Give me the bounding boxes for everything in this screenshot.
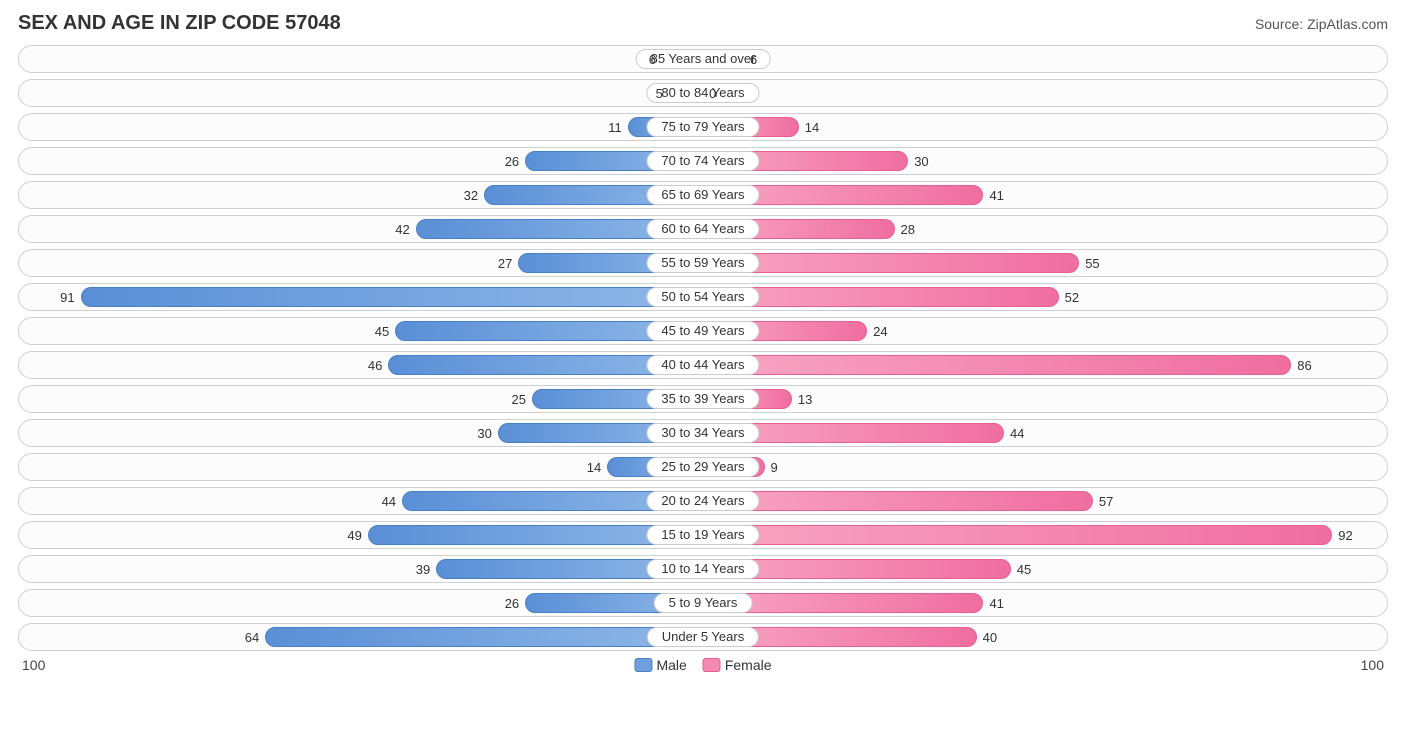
bar-male [265,627,703,647]
axis-max-right: 100 [1361,657,1384,673]
value-female: 13 [798,386,812,414]
age-group-label: 40 to 44 Years [646,355,759,375]
age-group-label: 65 to 69 Years [646,185,759,205]
value-female: 28 [901,216,915,244]
swatch-male-icon [634,658,652,672]
value-female: 0 [709,80,716,108]
pyramid-row: 30 to 34 Years 30 44 [18,419,1388,447]
age-group-label: 80 to 84 Years [646,83,759,103]
bar-female [703,491,1093,511]
pyramid-row: 55 to 59 Years 27 55 [18,249,1388,277]
pyramid-row: 25 to 29 Years 14 9 [18,453,1388,481]
value-female: 6 [750,46,757,74]
pyramid-row: 40 to 44 Years 46 86 [18,351,1388,379]
value-male: 45 [375,318,389,346]
value-male: 14 [587,454,601,482]
age-group-label: 75 to 79 Years [646,117,759,137]
value-female: 41 [989,182,1003,210]
bar-male [81,287,703,307]
value-female: 92 [1338,522,1352,550]
value-male: 6 [649,46,656,74]
value-male: 49 [347,522,361,550]
pyramid-row: 20 to 24 Years 44 57 [18,487,1388,515]
value-male: 32 [464,182,478,210]
chart-title: SEX AND AGE IN ZIP CODE 57048 [18,12,341,35]
value-female: 14 [805,114,819,142]
pyramid-row: 80 to 84 Years5 0 [18,79,1388,107]
age-group-label: 60 to 64 Years [646,219,759,239]
chart-source: Source: ZipAtlas.com [1255,16,1388,32]
value-male: 42 [395,216,409,244]
bar-female [703,355,1291,375]
age-group-label: 20 to 24 Years [646,491,759,511]
axis-max-left: 100 [22,657,45,673]
age-group-label: 35 to 39 Years [646,389,759,409]
value-female: 40 [983,624,997,652]
legend-female-label: Female [725,657,772,673]
value-female: 24 [873,318,887,346]
value-male: 64 [245,624,259,652]
value-female: 44 [1010,420,1024,448]
chart-footer: 100 Male Female 100 [18,657,1388,683]
value-male: 44 [382,488,396,516]
age-group-label: 55 to 59 Years [646,253,759,273]
age-group-label: 25 to 29 Years [646,457,759,477]
pyramid-row: 5 to 9 Years 26 41 [18,589,1388,617]
value-female: 30 [914,148,928,176]
age-group-label: 50 to 54 Years [646,287,759,307]
pyramid-row: 10 to 14 Years 39 45 [18,555,1388,583]
value-female: 41 [989,590,1003,618]
value-male: 26 [505,590,519,618]
value-male: 26 [505,148,519,176]
age-group-label: 45 to 49 Years [646,321,759,341]
pyramid-row: 15 to 19 Years 49 92 [18,521,1388,549]
age-group-label: 5 to 9 Years [654,593,753,613]
value-female: 52 [1065,284,1079,312]
chart-legend: Male Female [634,657,771,673]
value-female: 86 [1297,352,1311,380]
pyramid-row: 85 Years and over66 [18,45,1388,73]
value-male: 11 [608,114,622,142]
pyramid-row: 60 to 64 Years 42 28 [18,215,1388,243]
value-male: 25 [512,386,526,414]
value-male: 46 [368,352,382,380]
value-female: 55 [1085,250,1099,278]
value-female: 45 [1017,556,1031,584]
value-male: 91 [60,284,74,312]
value-male: 27 [498,250,512,278]
bar-female [703,525,1332,545]
value-female: 9 [771,454,778,482]
legend-female: Female [703,657,772,673]
value-male: 5 [656,80,663,108]
age-group-label: 30 to 34 Years [646,423,759,443]
legend-male: Male [634,657,686,673]
value-male: 30 [477,420,491,448]
age-group-label: Under 5 Years [647,627,759,647]
pyramid-row: 65 to 69 Years 32 41 [18,181,1388,209]
age-group-label: 15 to 19 Years [646,525,759,545]
pyramid-row: 75 to 79 Years 11 14 [18,113,1388,141]
chart-header: SEX AND AGE IN ZIP CODE 57048 Source: Zi… [18,12,1388,35]
pyramid-row: Under 5 Years 64 40 [18,623,1388,651]
age-group-label: 70 to 74 Years [646,151,759,171]
pyramid-row: 70 to 74 Years 26 30 [18,147,1388,175]
age-group-label: 10 to 14 Years [646,559,759,579]
population-pyramid-chart: 85 Years and over6680 to 84 Years5075 to… [18,45,1388,651]
swatch-female-icon [703,658,721,672]
value-male: 39 [416,556,430,584]
pyramid-row: 50 to 54 Years 91 52 [18,283,1388,311]
pyramid-row: 45 to 49 Years 45 24 [18,317,1388,345]
pyramid-row: 35 to 39 Years 25 13 [18,385,1388,413]
value-female: 57 [1099,488,1113,516]
legend-male-label: Male [656,657,686,673]
